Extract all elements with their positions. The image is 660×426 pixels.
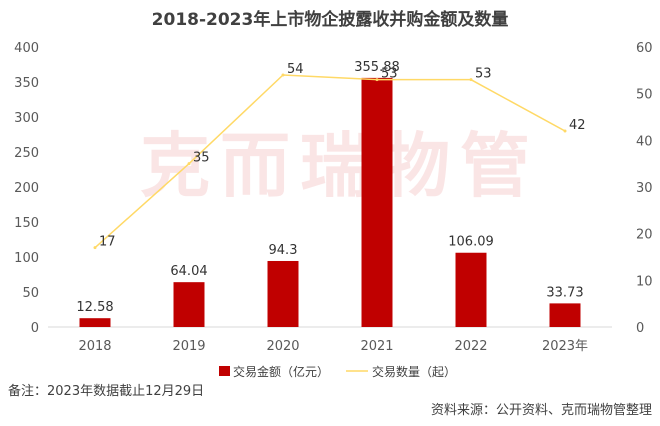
bar-2019 xyxy=(173,282,205,327)
y-left-tick-label: 300 xyxy=(14,111,39,126)
bar-data-label: 106.09 xyxy=(448,235,494,250)
y-left-tick-label: 350 xyxy=(14,76,39,91)
y-left-tick-label: 250 xyxy=(14,146,39,161)
line-data-label: 17 xyxy=(99,235,116,250)
axes: 0 50 100 150 200 250 300 350 400 0 10 20 30 40 50 60 201… xyxy=(14,41,652,354)
watermark: 克而瑞物管 xyxy=(140,125,540,207)
bar-2022 xyxy=(455,252,487,327)
bar-2021 xyxy=(361,77,393,327)
x-tick-label: 2023年 xyxy=(542,339,588,354)
line-path xyxy=(94,74,566,249)
x-tick-label: 2021 xyxy=(360,339,393,354)
line-point-2019 xyxy=(187,162,191,166)
line-point-2022 xyxy=(469,78,473,82)
line-point-2023年 xyxy=(563,129,567,133)
x-tick-label: 2022 xyxy=(454,339,487,354)
chart-title: 2018-2023年上市物企披露收并购金额及数量 xyxy=(152,9,509,30)
y-right-tick-label: 20 xyxy=(636,228,653,243)
bar-2023年 xyxy=(549,303,581,327)
line-point-2020 xyxy=(281,73,285,77)
source-note: 资料来源：公开资料、克而瑞物管整理 xyxy=(431,403,652,418)
line-data-label: 53 xyxy=(475,67,492,82)
line-series: 17 35 54 53 53 42 xyxy=(93,62,586,250)
x-tick-label: 2018 xyxy=(78,339,111,354)
bar-data-label: 355.88 xyxy=(354,60,400,75)
bar-series: 12.58 64.04 94.3 355.88 106.09 33.73 xyxy=(76,60,584,327)
y-left-tick-label: 150 xyxy=(14,216,39,231)
line-data-label: 35 xyxy=(193,151,210,166)
y-right-tick-label: 0 xyxy=(636,321,644,336)
y-left-tick-label: 400 xyxy=(14,41,39,56)
bar-2018 xyxy=(79,318,111,327)
legend-label-bar: 交易金额（亿元） xyxy=(233,364,329,379)
bar-data-label: 64.04 xyxy=(170,264,207,279)
legend-label-line: 交易数量（起） xyxy=(372,364,456,379)
line-data-label: 53 xyxy=(381,67,398,82)
line-point-2021 xyxy=(375,78,379,82)
y-left-tick-label: 200 xyxy=(14,181,39,196)
x-tick-label: 2020 xyxy=(266,339,299,354)
y-left-tick-label: 50 xyxy=(22,286,39,301)
footnote: 备注：2023年数据截止12月29日 xyxy=(8,383,204,399)
y-right-tick-label: 60 xyxy=(636,41,653,56)
line-data-label: 42 xyxy=(569,118,586,133)
line-point-2018 xyxy=(93,246,97,250)
y-right-tick-label: 10 xyxy=(636,274,653,289)
bar-2020 xyxy=(267,260,299,327)
line-data-label: 54 xyxy=(287,62,304,77)
y-right-tick-label: 40 xyxy=(636,134,653,149)
bar-data-label: 33.73 xyxy=(546,285,583,300)
y-right-tick-label: 30 xyxy=(636,181,653,196)
y-left-tick-label: 0 xyxy=(31,321,39,336)
y-left-tick-label: 100 xyxy=(14,251,39,266)
legend-swatch-bar xyxy=(219,366,230,376)
x-tick-label: 2019 xyxy=(172,339,205,354)
y-right-tick-label: 50 xyxy=(636,88,653,103)
bar-data-label: 12.58 xyxy=(76,300,113,315)
legend: 交易金额（亿元） 交易数量（起） xyxy=(219,364,456,379)
bar-data-label: 94.3 xyxy=(269,243,298,258)
